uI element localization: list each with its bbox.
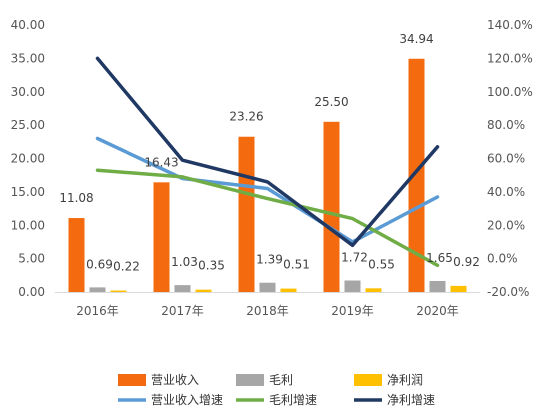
line-series bbox=[95, 56, 440, 268]
bar bbox=[259, 282, 276, 292]
bar bbox=[89, 287, 106, 292]
bar bbox=[238, 136, 255, 292]
x-tick-label: 2017年 bbox=[161, 304, 204, 318]
left-y-tick-label: 40.00 bbox=[11, 18, 45, 32]
bar-data-label: 1.65 bbox=[426, 251, 453, 265]
right-y-tick-label: 100.0% bbox=[487, 85, 533, 99]
data-labels: 11.08 16.43 23.26 25.50 34.94 0.69 1.03 1.39 1.7… bbox=[59, 32, 480, 274]
right-y-tick-label: 80.0% bbox=[487, 118, 525, 132]
bar bbox=[174, 285, 191, 292]
bar bbox=[68, 218, 85, 292]
right-y-tick-label: -20.0% bbox=[487, 285, 529, 299]
legend-label: 净利增速 bbox=[387, 393, 435, 407]
left-y-tick-label: 20.00 bbox=[11, 152, 45, 166]
bar-data-label: 0.22 bbox=[113, 260, 140, 274]
bar-data-label: 0.51 bbox=[283, 258, 310, 272]
bar bbox=[110, 290, 127, 292]
bar bbox=[408, 58, 425, 293]
left-y-tick-label: 25.00 bbox=[11, 118, 45, 132]
bar-data-label: 0.35 bbox=[198, 259, 225, 273]
bar bbox=[429, 280, 446, 292]
left-y-tick-label: 15.00 bbox=[11, 185, 45, 199]
bar-series bbox=[68, 58, 467, 293]
left-y-tick-label: 30.00 bbox=[11, 85, 45, 99]
bar-data-label: 0.69 bbox=[86, 257, 113, 271]
bar-data-label: 34.94 bbox=[399, 32, 433, 46]
right-y-axis: -20.0% 0.0% 20.0% 40.0% 60.0% 80.0% 100.0% 120.… bbox=[487, 18, 533, 299]
bar bbox=[153, 182, 170, 292]
bar-data-label: 23.26 bbox=[229, 110, 263, 124]
bar-data-label: 0.55 bbox=[368, 257, 395, 271]
legend-label: 毛利 bbox=[269, 373, 293, 387]
x-axis: 2016年 2017年 2018年 2019年 2020年 bbox=[76, 304, 459, 318]
right-y-tick-label: 60.0% bbox=[487, 152, 525, 166]
legend-swatch bbox=[118, 374, 146, 386]
x-tick-label: 2016年 bbox=[76, 304, 119, 318]
bar-data-label: 1.03 bbox=[171, 255, 198, 269]
left-y-tick-label: 5.00 bbox=[18, 252, 45, 266]
left-y-tick-label: 10.00 bbox=[11, 218, 45, 232]
series-line bbox=[95, 136, 440, 244]
x-tick-label: 2019年 bbox=[331, 304, 374, 318]
bar bbox=[365, 288, 382, 292]
bar bbox=[344, 280, 361, 292]
bar bbox=[280, 288, 297, 292]
right-y-tick-label: 20.0% bbox=[487, 218, 525, 232]
bar-data-label: 11.08 bbox=[59, 191, 93, 205]
x-tick-label: 2018年 bbox=[246, 304, 289, 318]
bar-data-label: 0.92 bbox=[453, 255, 480, 269]
bar-data-label: 16.43 bbox=[144, 155, 178, 169]
bar bbox=[195, 289, 212, 292]
bar-data-label: 1.39 bbox=[256, 253, 283, 267]
right-y-tick-label: 120.0% bbox=[487, 51, 533, 65]
legend-swatch bbox=[236, 374, 264, 386]
left-y-tick-label: 0.00 bbox=[18, 285, 45, 299]
right-y-tick-label: 40.0% bbox=[487, 185, 525, 199]
legend-label: 营业收入增速 bbox=[151, 393, 223, 407]
bar-data-label: 1.72 bbox=[341, 251, 368, 265]
bar bbox=[323, 121, 340, 292]
legend-label: 营业收入 bbox=[151, 373, 199, 387]
bar-data-label: 25.50 bbox=[314, 95, 348, 109]
x-tick-label: 2020年 bbox=[416, 304, 459, 318]
right-y-tick-label: 140.0% bbox=[487, 18, 533, 32]
series-line bbox=[95, 168, 440, 268]
left-y-tick-label: 35.00 bbox=[11, 51, 45, 65]
legend-swatch bbox=[354, 374, 382, 386]
right-y-tick-label: 0.0% bbox=[487, 252, 518, 266]
legend-label: 净利润 bbox=[387, 373, 423, 387]
legend-label: 毛利增速 bbox=[269, 393, 317, 407]
bar bbox=[450, 285, 467, 292]
series-line bbox=[95, 56, 440, 248]
left-y-axis: 0.00 5.00 10.00 15.00 20.00 25.00 30.00 35.00 40… bbox=[11, 18, 45, 299]
